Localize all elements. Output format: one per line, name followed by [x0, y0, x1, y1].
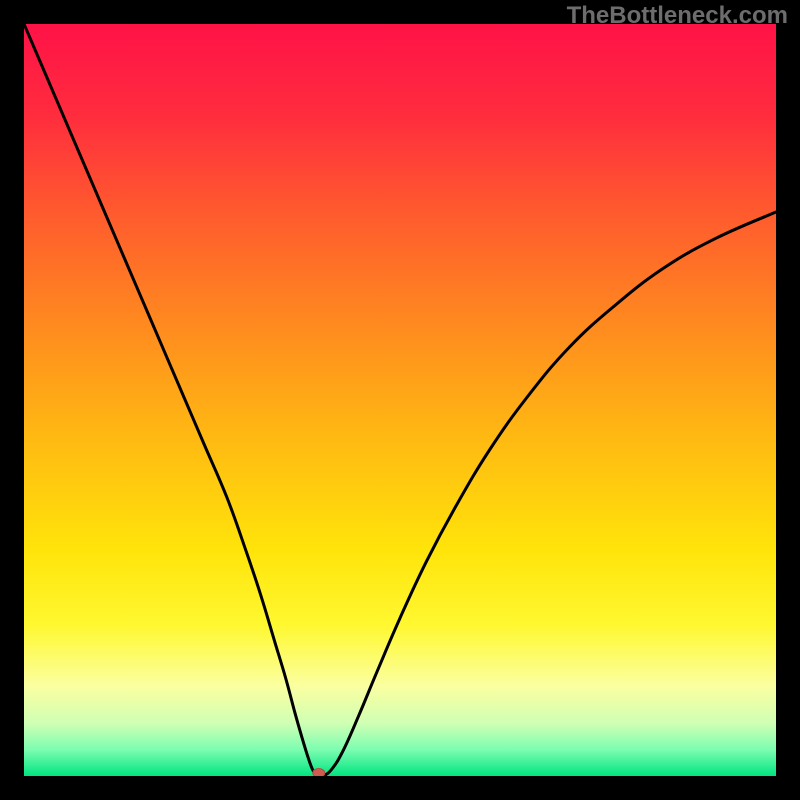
optimal-point-marker — [313, 768, 325, 776]
gradient-background — [24, 24, 776, 776]
bottleneck-chart — [24, 24, 776, 776]
watermark-text: TheBottleneck.com — [567, 2, 788, 30]
stage: TheBottleneck.com — [0, 0, 800, 800]
